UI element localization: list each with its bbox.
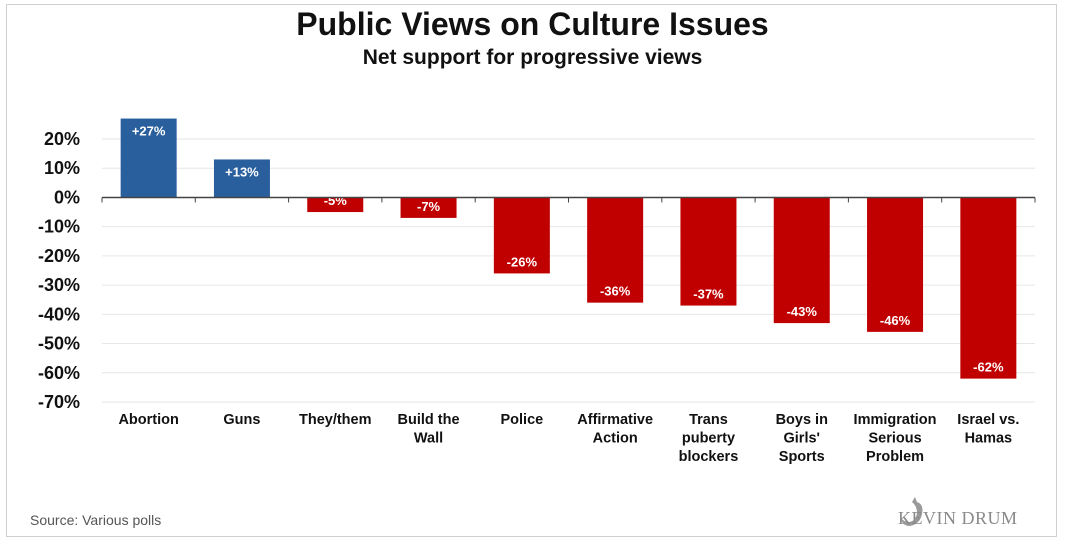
bar: [960, 197, 1017, 379]
x-tick-label: Hamas: [965, 431, 1013, 447]
x-tick-label: Problem: [866, 449, 924, 465]
bar: [587, 197, 644, 303]
y-tick-label: -70%: [38, 392, 80, 412]
data-label: -37%: [693, 287, 724, 302]
x-tick-label: Build the: [398, 412, 460, 428]
data-label: +13%: [225, 164, 259, 179]
x-tick-label: Abortion: [118, 412, 178, 428]
bar: [493, 197, 550, 274]
bar: [307, 197, 364, 213]
x-tick-label: Immigration: [854, 412, 937, 428]
bar: [867, 197, 924, 332]
bar: [773, 197, 830, 324]
bar: [400, 197, 457, 218]
x-tick-label: Trans: [689, 412, 728, 428]
x-tick-label: Wall: [414, 431, 443, 447]
x-tick-label: Israel vs.: [957, 412, 1019, 428]
x-tick-label: puberty: [682, 431, 735, 447]
source-note: Source: Various polls: [30, 512, 162, 528]
data-label: -62%: [973, 360, 1004, 375]
cat-logo-icon: [901, 497, 923, 526]
x-tick-label: Action: [593, 431, 638, 447]
data-label: -26%: [507, 254, 538, 269]
y-tick-label: -50%: [38, 334, 80, 354]
y-tick-label: -60%: [38, 363, 80, 383]
x-tick-label: Affirmative: [577, 412, 653, 428]
x-tick-label: Serious: [868, 431, 921, 447]
y-tick-label: 10%: [44, 158, 80, 178]
data-label: -46%: [880, 313, 911, 328]
data-label: -43%: [787, 304, 818, 319]
y-tick-label: -40%: [38, 304, 80, 324]
bar: [120, 118, 177, 198]
y-tick-label: 0%: [54, 187, 80, 207]
chart-title: Public Views on Culture Issues: [296, 6, 769, 42]
bar: [680, 197, 737, 306]
x-tick-label: Boys in: [776, 412, 828, 428]
x-tick-label: Sports: [779, 449, 825, 465]
x-tick-label: They/them: [299, 412, 372, 428]
chart-subtitle: Net support for progressive views: [362, 46, 703, 69]
data-label: -7%: [417, 199, 441, 214]
y-tick-label: -30%: [38, 275, 80, 295]
y-tick-label: -20%: [38, 246, 80, 266]
logo-text: KEVIN DRUM: [898, 508, 1018, 528]
data-label: +27%: [132, 124, 166, 139]
y-tick-label: -10%: [38, 217, 80, 237]
kevin-drum-logo: KEVIN DRUM: [898, 496, 1038, 530]
data-label: -5%: [324, 193, 348, 208]
x-tick-label: Girls': [784, 431, 821, 447]
bar: [213, 159, 270, 198]
x-tick-label: Guns: [223, 412, 260, 428]
x-tick-label: blockers: [679, 449, 739, 465]
x-tick-label: Police: [500, 412, 543, 428]
y-tick-label: 20%: [44, 129, 80, 149]
data-label: -36%: [600, 284, 631, 299]
